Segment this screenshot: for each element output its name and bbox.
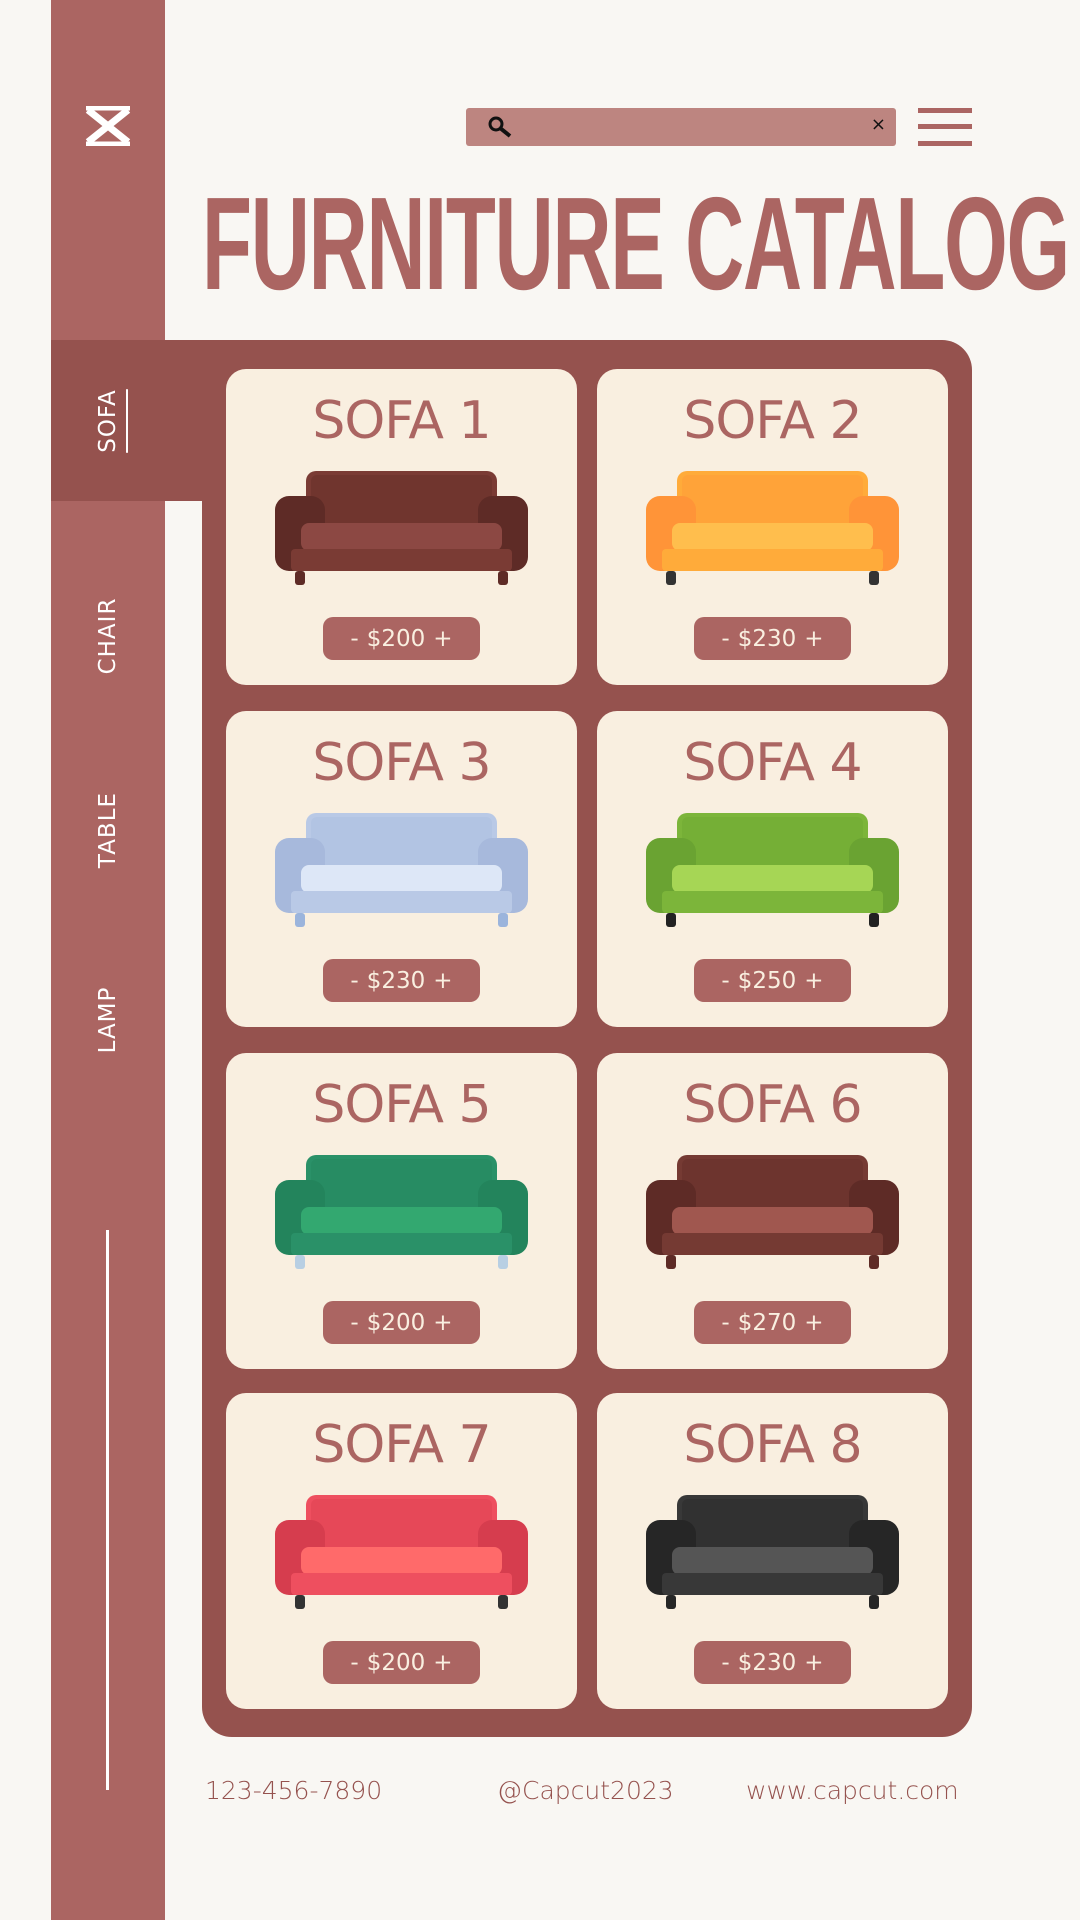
- decrease-button[interactable]: -: [721, 1649, 730, 1676]
- sofa-image: [275, 1495, 528, 1609]
- sofa-image: [275, 813, 528, 927]
- increase-button[interactable]: +: [804, 967, 824, 994]
- product-name: SOFA 8: [683, 1415, 862, 1475]
- price-value: $230: [366, 967, 426, 994]
- price-value: $250: [737, 967, 797, 994]
- price-value: $270: [737, 1309, 797, 1336]
- price-stepper: - $200 +: [323, 1301, 480, 1344]
- decrease-button[interactable]: -: [350, 967, 359, 994]
- product-name: SOFA 1: [312, 391, 491, 451]
- search-bar: ×: [466, 108, 896, 148]
- increase-button[interactable]: +: [433, 625, 453, 652]
- footer-phone: 123-456-7890: [205, 1776, 383, 1805]
- product-name: SOFA 7: [312, 1415, 491, 1475]
- hamburger-menu-icon[interactable]: [918, 108, 972, 146]
- price-value: $230: [737, 1649, 797, 1676]
- sofa-image: [646, 813, 899, 927]
- sidebar-active-tab-bg: [51, 340, 202, 501]
- sofa-image: [646, 1495, 899, 1609]
- decrease-button[interactable]: -: [350, 625, 359, 652]
- price-stepper: - $200 +: [323, 617, 480, 660]
- search-icon[interactable]: [488, 116, 514, 138]
- sidebar-item-chair[interactable]: CHAIR: [95, 597, 121, 675]
- decrease-button[interactable]: -: [350, 1309, 359, 1336]
- price-value: $200: [366, 625, 426, 652]
- increase-button[interactable]: +: [433, 1649, 453, 1676]
- page-title: FURNITURE CATALOG: [202, 170, 1070, 317]
- price-stepper: - $230 +: [323, 959, 480, 1002]
- sidebar-item-table[interactable]: TABLE: [95, 791, 121, 869]
- increase-button[interactable]: +: [804, 1309, 824, 1336]
- price-stepper: - $200 +: [323, 1641, 480, 1684]
- price-stepper: - $250 +: [694, 959, 851, 1002]
- product-card[interactable]: SOFA 6 - $270 +: [597, 1053, 948, 1369]
- product-name: SOFA 4: [683, 733, 862, 793]
- sofa-image: [646, 1155, 899, 1269]
- sidebar-item-lamp[interactable]: LAMP: [95, 986, 121, 1054]
- product-name: SOFA 6: [683, 1075, 862, 1135]
- sidebar-divider: [106, 1230, 109, 1790]
- sofa-image: [275, 471, 528, 585]
- product-card[interactable]: SOFA 4 - $250 +: [597, 711, 948, 1027]
- footer-website[interactable]: www.capcut.com: [746, 1776, 959, 1805]
- product-name: SOFA 2: [683, 391, 862, 451]
- decrease-button[interactable]: -: [721, 967, 730, 994]
- product-card[interactable]: SOFA 2 - $230 +: [597, 369, 948, 685]
- increase-button[interactable]: +: [804, 625, 824, 652]
- product-name: SOFA 3: [312, 733, 491, 793]
- price-value: $230: [737, 625, 797, 652]
- price-value: $200: [366, 1649, 426, 1676]
- sofa-image: [646, 471, 899, 585]
- sidebar-item-sofa[interactable]: SOFA: [95, 389, 121, 453]
- search-input[interactable]: [516, 108, 860, 148]
- price-value: $200: [366, 1309, 426, 1336]
- increase-button[interactable]: +: [433, 967, 453, 994]
- product-name: SOFA 5: [312, 1075, 491, 1135]
- price-stepper: - $230 +: [694, 1641, 851, 1684]
- capcut-logo-icon: [85, 106, 131, 146]
- price-stepper: - $230 +: [694, 617, 851, 660]
- decrease-button[interactable]: -: [721, 625, 730, 652]
- increase-button[interactable]: +: [804, 1649, 824, 1676]
- increase-button[interactable]: +: [433, 1309, 453, 1336]
- product-card[interactable]: SOFA 1 - $200 +: [226, 369, 577, 685]
- product-card[interactable]: SOFA 8 - $230 +: [597, 1393, 948, 1709]
- price-stepper: - $270 +: [694, 1301, 851, 1344]
- footer-handle[interactable]: @Capcut2023: [497, 1776, 674, 1805]
- sofa-image: [275, 1155, 528, 1269]
- product-card[interactable]: SOFA 7 - $200 +: [226, 1393, 577, 1709]
- clear-search-icon[interactable]: ×: [870, 114, 886, 135]
- decrease-button[interactable]: -: [350, 1649, 359, 1676]
- decrease-button[interactable]: -: [721, 1309, 730, 1336]
- product-card[interactable]: SOFA 3 - $230 +: [226, 711, 577, 1027]
- product-card[interactable]: SOFA 5 - $200 +: [226, 1053, 577, 1369]
